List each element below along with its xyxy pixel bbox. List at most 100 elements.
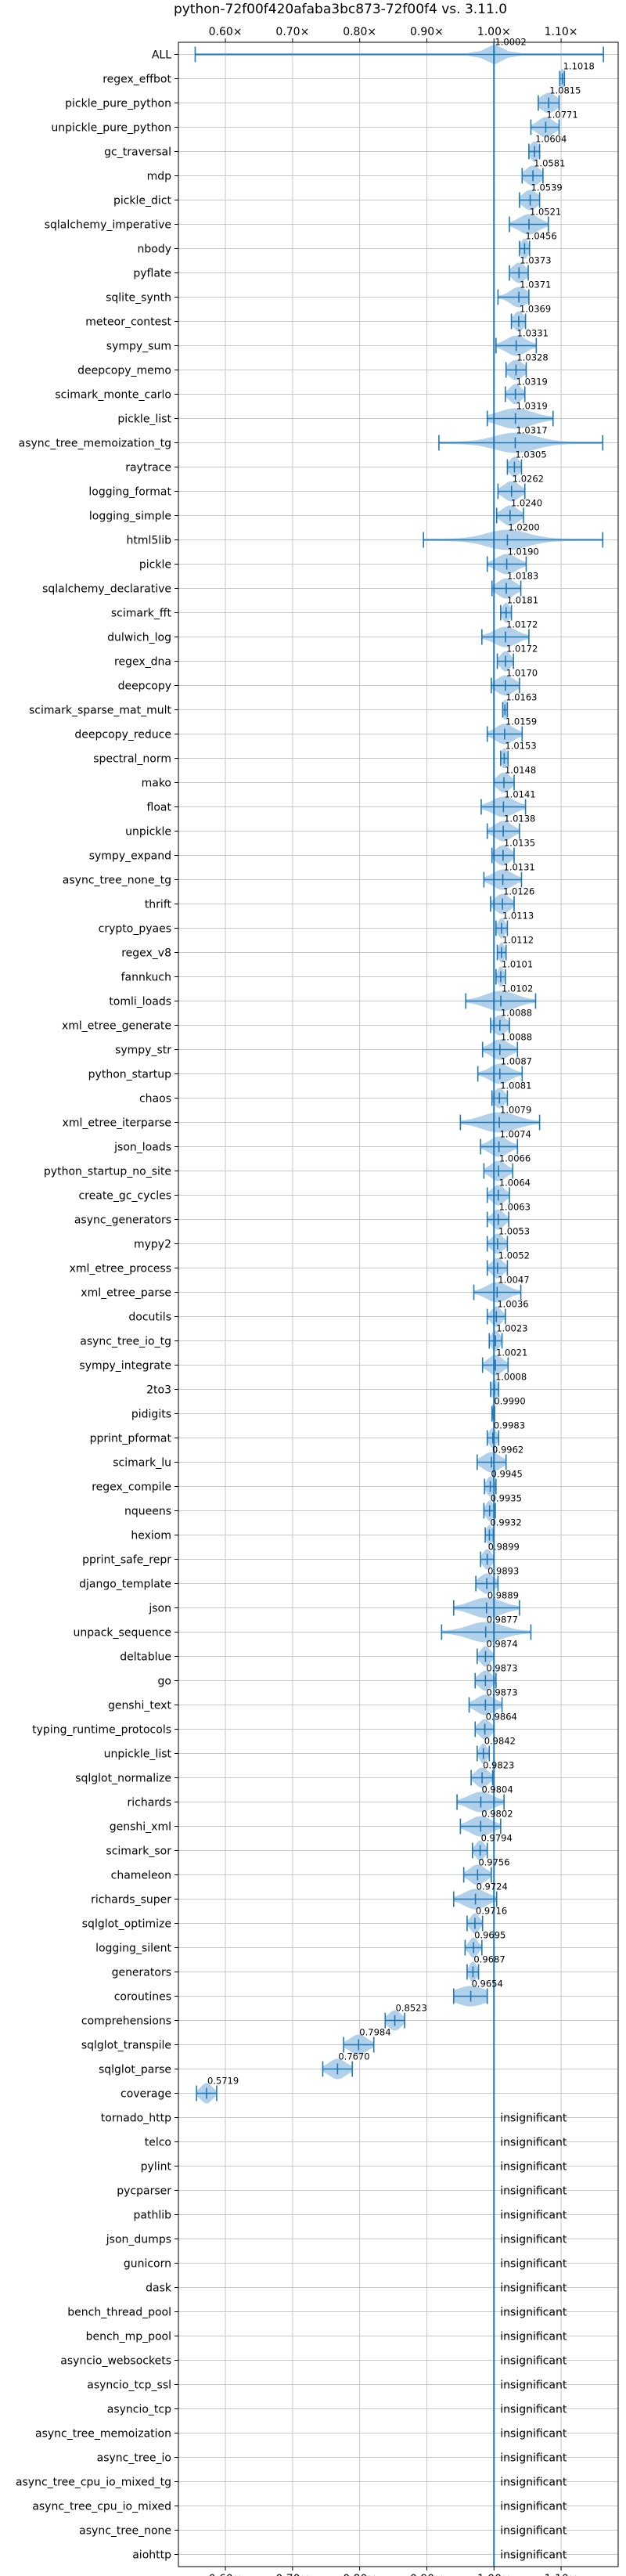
value-label: 1.0112 <box>502 935 534 946</box>
bottom-tick-label: 0.80× <box>343 2573 376 2576</box>
benchmark-name-label: scimark_fft <box>111 608 172 620</box>
benchmark-name-label: logging_format <box>88 486 171 499</box>
insignificant-label: insignificant <box>500 2112 567 2125</box>
value-label: 1.0088 <box>501 1008 532 1019</box>
insignificant-label: insignificant <box>500 2501 567 2513</box>
insignificant-label: insignificant <box>500 2404 567 2416</box>
value-label: 1.0113 <box>502 911 534 922</box>
value-label: 1.0053 <box>498 1226 530 1237</box>
value-label: 1.0539 <box>531 182 563 193</box>
insignificant-label: insignificant <box>500 2428 567 2441</box>
value-label: 1.0036 <box>497 1299 528 1310</box>
benchmark-name-label: nqueens <box>124 1506 171 1518</box>
benchmark-name-label: generators <box>112 1967 171 1979</box>
benchmark-name-label: json_loads <box>113 1142 171 1154</box>
insignificant-label: insignificant <box>500 2258 567 2271</box>
benchmark-name-label: spectral_norm <box>93 753 171 766</box>
benchmark-name-label: float <box>147 802 172 814</box>
value-label: 1.0190 <box>508 547 539 557</box>
value-label: 1.0126 <box>503 886 534 897</box>
benchmark-name-label: sqlite_synth <box>106 292 171 305</box>
value-label: 1.0373 <box>520 255 551 266</box>
benchmark-name-label: richards <box>128 1797 172 1809</box>
benchmark-name-label: asyncio_websockets <box>60 2355 171 2368</box>
value-label: 0.9864 <box>486 1712 517 1723</box>
benchmark-name-label: bench_thread_pool <box>67 2307 171 2319</box>
value-label: 1.0183 <box>507 571 538 582</box>
value-label: 1.0066 <box>499 1153 531 1164</box>
value-label: 0.9802 <box>481 1809 513 1820</box>
value-label: 1.0317 <box>516 425 547 436</box>
labels: 1.00021.10181.08151.07711.06041.05811.05… <box>207 37 595 2562</box>
benchmark-name-label: comprehensions <box>81 2015 171 2028</box>
benchmark-name-label: gunicorn <box>124 2258 171 2271</box>
value-label: 0.9877 <box>487 1615 518 1625</box>
benchmark-name-label: mdp <box>147 171 172 183</box>
benchmark-name-label: async_tree_memoization_tg <box>19 438 171 450</box>
value-label: 0.9932 <box>490 1517 521 1528</box>
value-label: 1.1018 <box>563 61 595 72</box>
top-tick-label: 0.60× <box>209 26 243 38</box>
benchmark-name-label: unpack_sequence <box>74 1627 171 1640</box>
value-label: 1.0172 <box>506 644 538 655</box>
value-label: 0.9962 <box>492 1445 523 1456</box>
benchmark-name-label: logging_simple <box>89 511 171 523</box>
benchmark-name-label: sympy_sum <box>106 341 171 353</box>
benchmark-name-label: xml_etree_parse <box>81 1287 171 1300</box>
insignificant-label: insignificant <box>500 2161 567 2174</box>
value-label: 0.9687 <box>473 1954 505 1965</box>
value-label: 1.0135 <box>504 838 535 849</box>
insignificant-label: insignificant <box>500 2355 567 2368</box>
value-label: 1.0521 <box>530 207 561 218</box>
value-label: 0.7670 <box>338 2051 369 2062</box>
benchmark-name-label: sqlalchemy_imperative <box>45 219 171 232</box>
value-label: 0.5719 <box>207 2076 239 2087</box>
benchmark-name-label: django_template <box>79 1578 171 1591</box>
insignificant-label: insignificant <box>500 2185 567 2198</box>
benchmark-name-label: pprint_safe_repr <box>82 1554 171 1567</box>
benchmark-name-label: go <box>158 1676 171 1688</box>
benchmark-name-label: gc_traversal <box>104 146 171 159</box>
value-label: 0.9842 <box>484 1736 516 1747</box>
benchmark-name-label: async_tree_none_tg <box>63 875 171 887</box>
value-label: 0.9893 <box>487 1566 519 1577</box>
benchmark-name-label: pickle_pure_python <box>65 98 171 110</box>
value-label: 0.9823 <box>483 1760 514 1771</box>
benchmark-name-label: docutils <box>128 1311 171 1324</box>
value-label: 1.0369 <box>520 304 551 315</box>
benchmark-name-label: pickle_dict <box>113 195 172 207</box>
benchmark-name-label: pathlib <box>134 2210 172 2222</box>
benchmark-name-label: ALL <box>152 49 171 62</box>
value-label: 1.0159 <box>505 716 537 727</box>
benchmark-name-label: sqlglot_optimize <box>82 1918 171 1931</box>
top-tick-label: 0.90× <box>410 26 444 38</box>
value-label: 1.0604 <box>535 134 567 145</box>
benchmark-name-label: async_tree_cpu_io_mixed <box>32 2501 171 2513</box>
benchmark-name-label: html5lib <box>127 535 172 547</box>
value-label: 0.9716 <box>476 1906 507 1917</box>
benchmark-name-label: crypto_pyaes <box>99 923 171 936</box>
benchmark-name-label: raytrace <box>125 462 171 474</box>
value-label: 0.9935 <box>491 1493 522 1504</box>
benchmark-name-label: unpickle_pure_python <box>51 122 171 135</box>
value-label: 1.0052 <box>498 1250 530 1261</box>
benchmark-name-label: logging_silent <box>95 1943 171 1955</box>
benchmark-name-label: async_tree_io <box>97 2452 171 2465</box>
value-label: 1.0240 <box>511 498 542 509</box>
value-label: 0.9724 <box>477 1881 508 1892</box>
benchmark-name-label: json_dumps <box>106 2234 171 2246</box>
benchmark-name-label: async_tree_io_tg <box>80 1336 171 1348</box>
value-label: 0.9794 <box>481 1833 513 1844</box>
value-label: 1.0064 <box>499 1178 531 1189</box>
value-label: 1.0087 <box>501 1056 532 1067</box>
bottom-tick-label: 1.00× <box>477 2573 511 2576</box>
benchmark-name-label: dulwich_log <box>107 632 171 644</box>
insignificant-label: insignificant <box>500 2331 567 2343</box>
value-label: 0.9889 <box>487 1590 519 1601</box>
value-label: 1.0063 <box>499 1202 531 1213</box>
benchmark-name-label: pycparser <box>117 2185 171 2198</box>
benchmark-name-label: regex_effbot <box>103 74 171 86</box>
value-label: 1.0456 <box>525 231 556 242</box>
benchmark-name-label: genshi_xml <box>110 1821 171 1834</box>
